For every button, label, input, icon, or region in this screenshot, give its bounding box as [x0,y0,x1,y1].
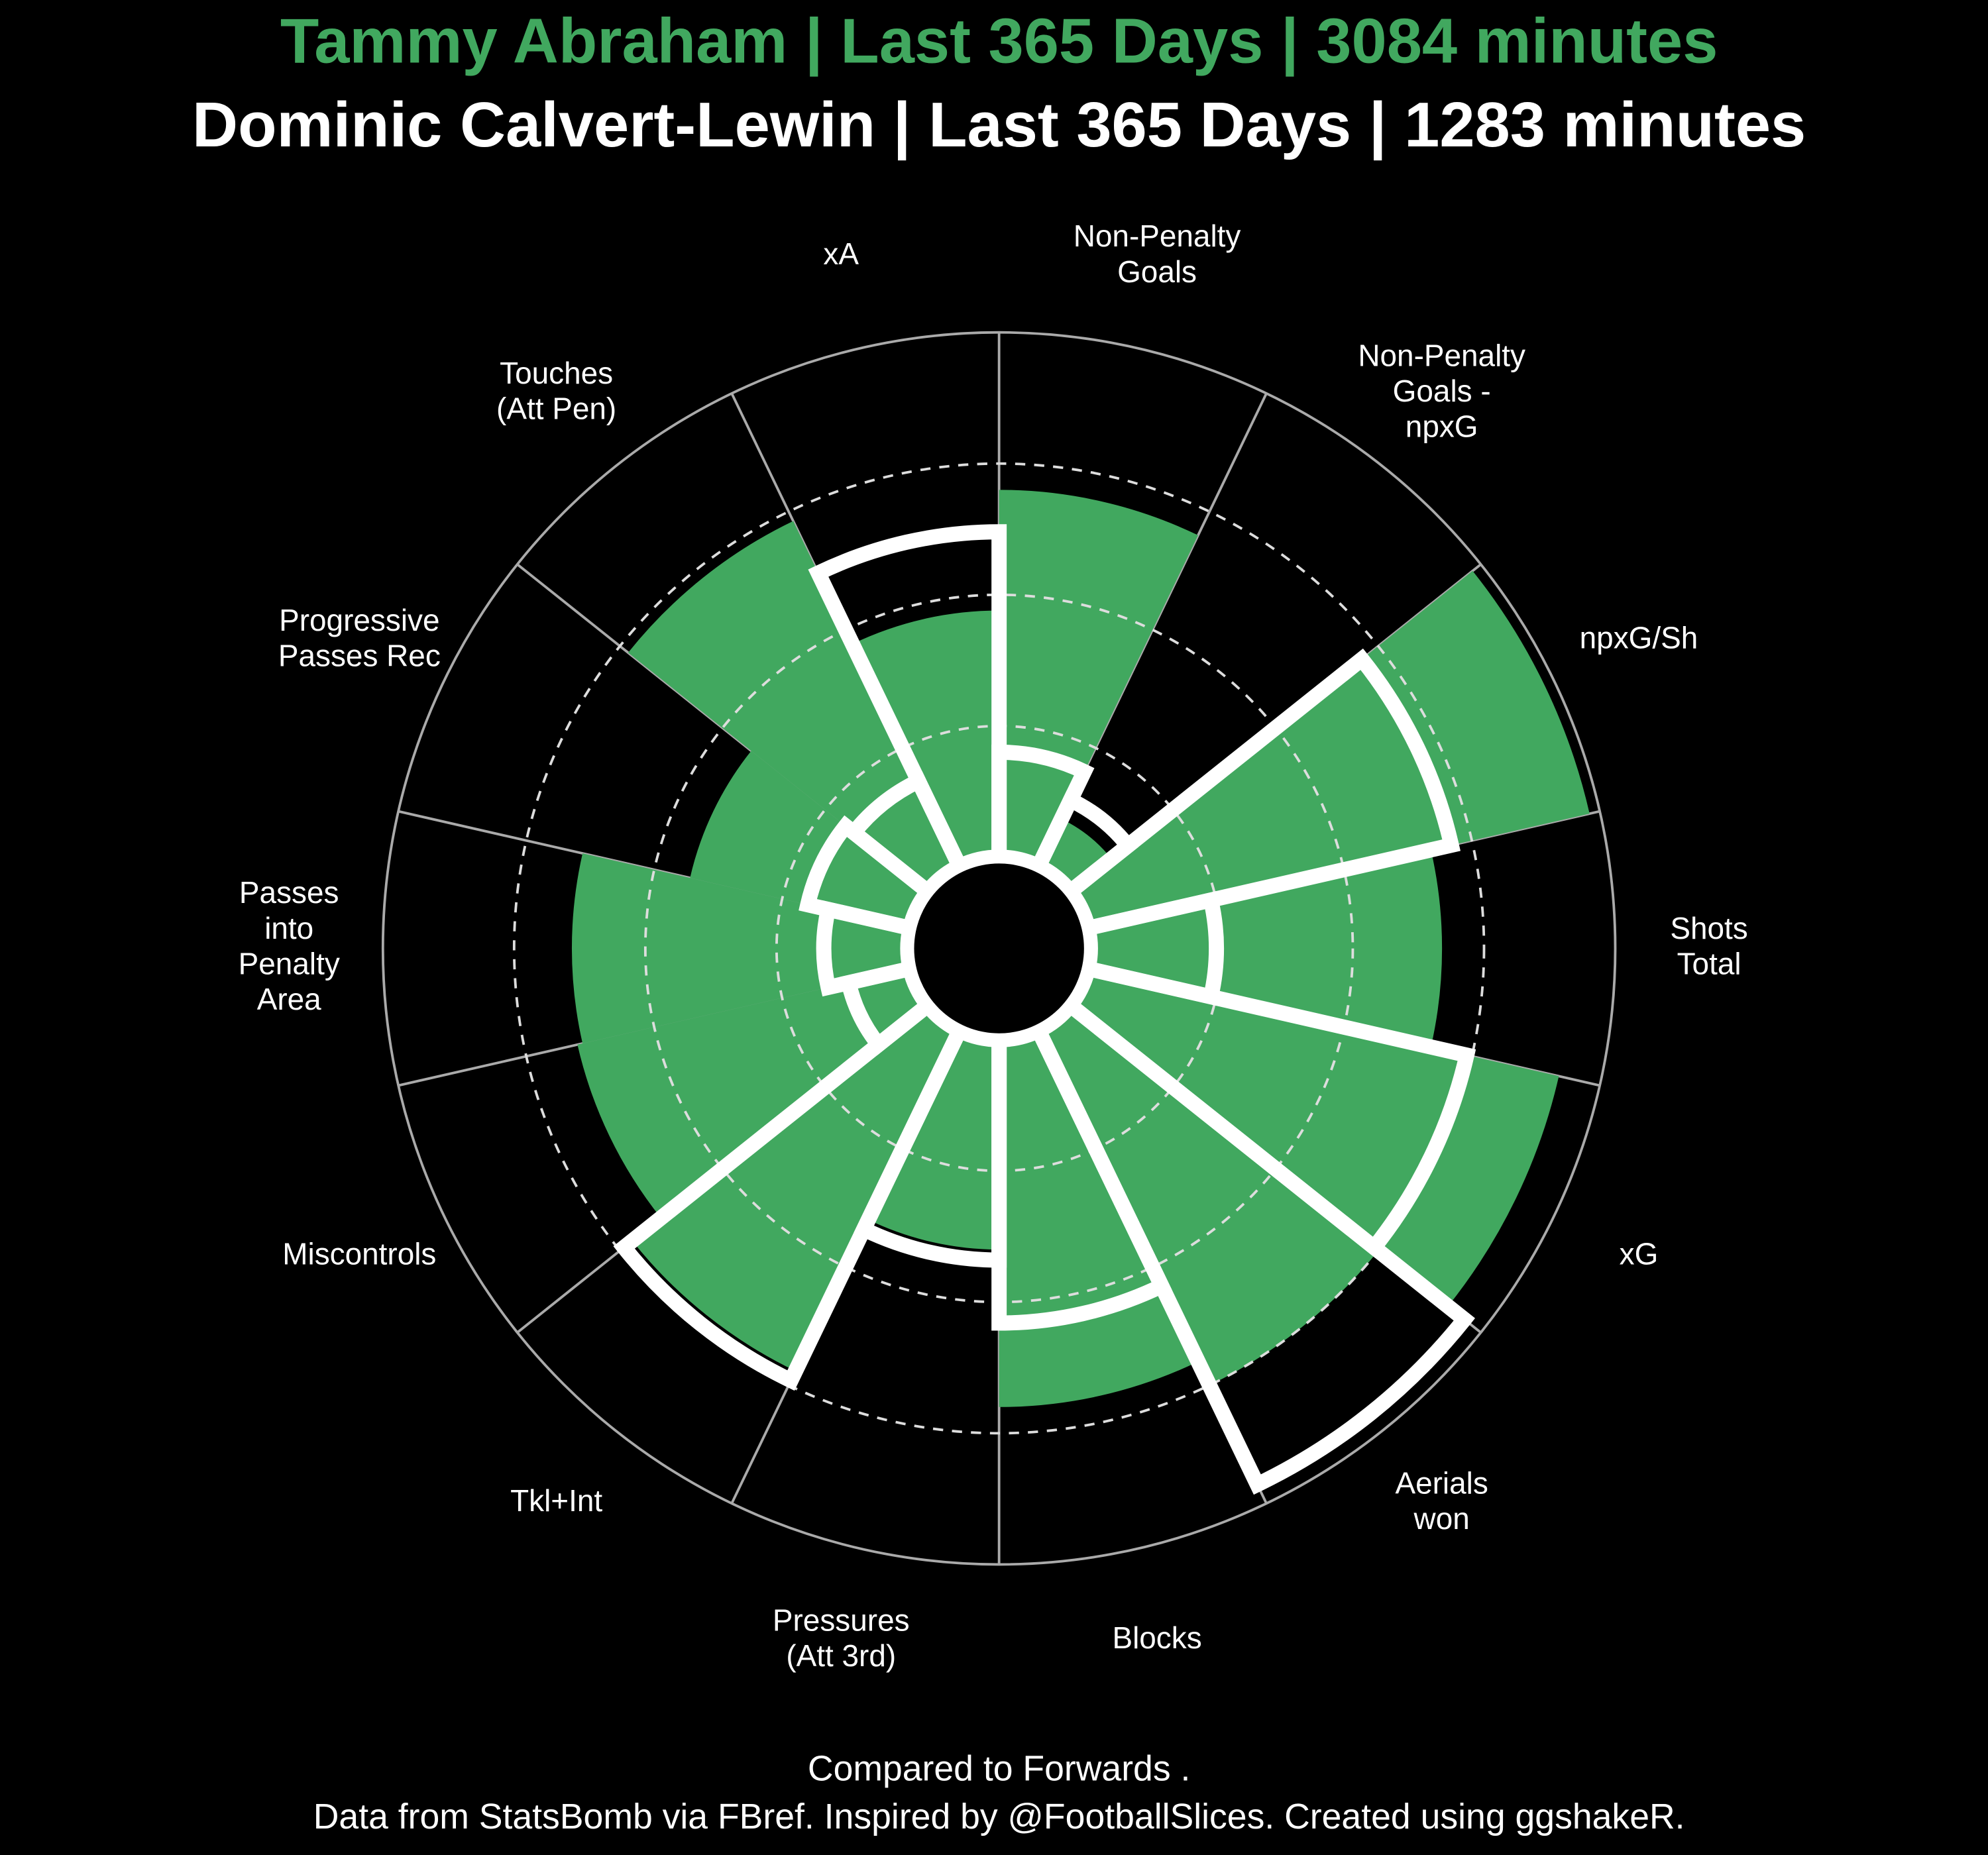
grid-circle [512,462,1486,1435]
category-label-line: Passes Rec [278,639,441,673]
category-label: Progressive Passes Rec [278,603,441,673]
category-label-line: Non-Penalty [1074,219,1241,253]
category-label: Passes into Penalty Area [239,875,340,1016]
category-label-line: Passes [239,875,339,910]
category-label: xG [1620,1237,1659,1271]
bar [868,1030,999,1250]
category-label-line: Pressures [773,1603,910,1637]
category-label: xA [823,237,859,271]
category-label: Tkl+Int [510,1483,602,1518]
subtitle: Compared to Forwards . [808,1749,1191,1788]
category-label-line: xG [1620,1237,1659,1271]
category-label-line: into [264,911,313,945]
category-label-line: Non-Penalty [1358,338,1525,372]
bar-outline [808,524,1007,876]
bar [1070,570,1590,928]
bar [1087,849,1443,1047]
category-label-line: Shots [1670,911,1747,945]
category-label-line: xA [823,237,859,271]
category-label: Shots Total [1670,911,1747,981]
category-label-line: Blocks [1112,1620,1201,1655]
category-label: Touches (Att Pen) [496,356,616,426]
caption: Data from StatsBomb via FBref. Inspired … [313,1797,1685,1836]
category-label: Non-Penalty Goals [1074,219,1241,289]
bar [632,1005,960,1371]
bar-outline [991,744,1095,876]
category-label-line: Total [1677,946,1741,980]
chart-title: Dominic Calvert-Lewin | Last 365 Days | … [192,89,1806,161]
bar [1038,1005,1378,1385]
category-label: Pressures (Att 3rd) [773,1603,910,1673]
category-label: npxG/Sh [1580,621,1698,655]
category-label-line: Aerials [1396,1466,1488,1501]
bar [571,853,911,1044]
category-label: Aerials won [1396,1466,1488,1536]
center-hole [914,863,1084,1034]
category-label-line: won [1413,1501,1470,1536]
category-label-line: npxG [1406,409,1478,444]
bar-outline [1028,994,1475,1495]
category-label-line: Goals [1117,254,1197,289]
category-label-line: Penalty [239,946,340,980]
bar [690,751,928,928]
bar-outline [854,1020,1007,1268]
bar-outline [799,815,939,937]
chart-title: Tammy Abraham | Last 365 Days | 3084 min… [280,6,1718,78]
category-label: Miscontrols [282,1237,436,1271]
bar-outline [1060,959,1476,1259]
category-label-line: Miscontrols [282,1237,436,1271]
bar-outline [613,994,970,1391]
bar [999,490,1198,867]
category-label-line: Goals - [1393,374,1491,408]
bar-outline [991,1020,1172,1331]
category-label-line: Touches [500,356,613,390]
category-label-line: Area [257,982,321,1016]
bar-outline [1060,648,1461,937]
category-label-line: npxG/Sh [1580,621,1698,655]
category-label-line: Tkl+Int [510,1483,602,1518]
category-label-line: (Att 3rd) [786,1638,896,1673]
category-label: Non-Penalty Goals -npxG [1358,338,1525,443]
category-label-line: (Att Pen) [496,392,616,426]
bar [577,969,928,1218]
category-label: Blocks [1112,1620,1201,1655]
category-label-line: Progressive [279,603,439,637]
